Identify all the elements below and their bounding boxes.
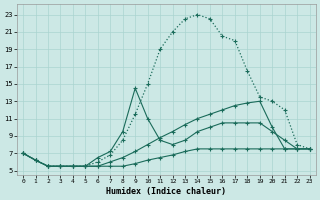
X-axis label: Humidex (Indice chaleur): Humidex (Indice chaleur): [106, 187, 226, 196]
